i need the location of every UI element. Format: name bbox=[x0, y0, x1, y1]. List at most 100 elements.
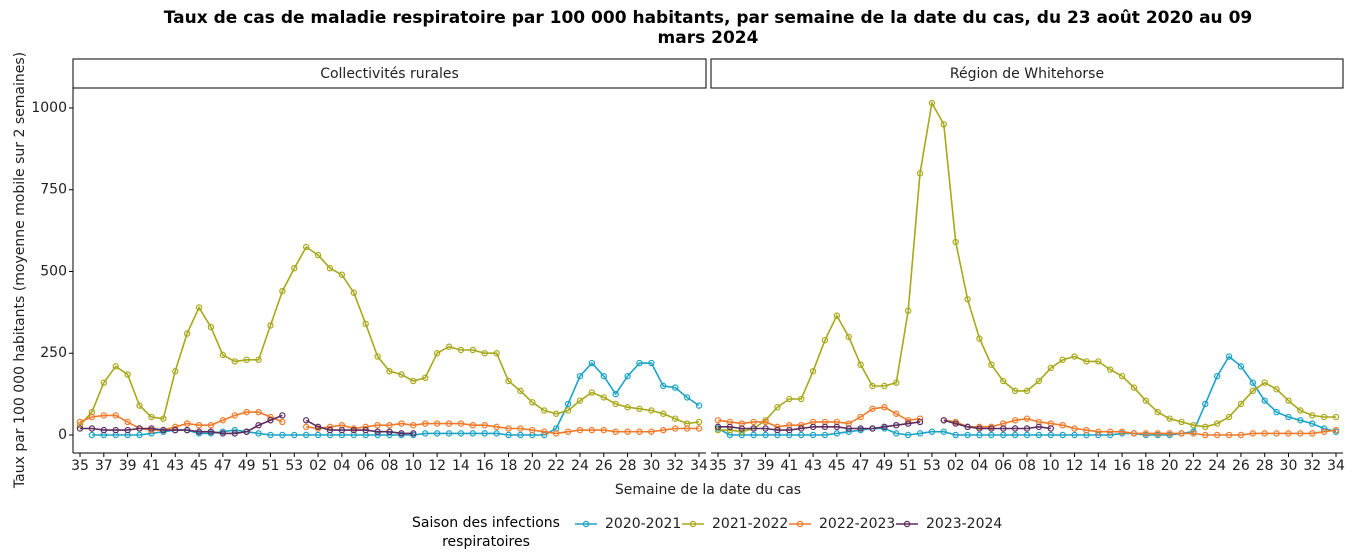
point bbox=[219, 430, 227, 437]
x-tick-label: 32 bbox=[666, 458, 684, 474]
point bbox=[338, 426, 346, 434]
point bbox=[1166, 415, 1173, 422]
x-tick-label: 51 bbox=[262, 458, 280, 474]
point bbox=[398, 430, 405, 437]
point bbox=[660, 382, 667, 390]
point bbox=[1095, 428, 1102, 435]
point bbox=[976, 335, 983, 342]
point bbox=[1249, 430, 1257, 437]
point bbox=[505, 425, 512, 432]
point bbox=[916, 430, 924, 437]
x-tick-label: 04 bbox=[971, 458, 989, 474]
point bbox=[893, 430, 900, 437]
point bbox=[255, 430, 262, 437]
point bbox=[1261, 430, 1268, 437]
point bbox=[255, 421, 262, 429]
point bbox=[302, 417, 310, 424]
point bbox=[267, 417, 274, 424]
x-tick-label: 02 bbox=[309, 458, 327, 474]
point bbox=[988, 431, 995, 439]
point bbox=[207, 428, 215, 435]
x-tick-label: 32 bbox=[1303, 458, 1321, 474]
point bbox=[916, 418, 924, 426]
point bbox=[1202, 423, 1209, 431]
x-tick-label: 18 bbox=[500, 458, 518, 474]
point bbox=[136, 431, 143, 439]
point bbox=[904, 431, 912, 439]
point bbox=[1309, 430, 1316, 437]
point bbox=[541, 407, 548, 414]
point bbox=[422, 374, 429, 381]
point bbox=[1047, 364, 1054, 372]
point bbox=[714, 423, 722, 431]
point bbox=[398, 420, 405, 427]
chart-title: Taux de cas de maladie respiratoire par … bbox=[163, 8, 1253, 48]
point bbox=[112, 412, 119, 419]
point bbox=[112, 426, 119, 434]
point bbox=[374, 428, 381, 435]
x-tick-label: 24 bbox=[571, 458, 589, 474]
x-tick-label: 28 bbox=[619, 458, 637, 474]
point bbox=[1249, 379, 1257, 386]
point bbox=[160, 415, 167, 422]
point bbox=[726, 423, 734, 431]
point bbox=[1213, 431, 1221, 439]
x-tick-label: 45 bbox=[190, 458, 208, 474]
point bbox=[576, 372, 584, 380]
point bbox=[433, 430, 441, 437]
series-line bbox=[79, 245, 700, 426]
point bbox=[302, 423, 310, 431]
point bbox=[660, 426, 667, 434]
point bbox=[302, 243, 310, 251]
point bbox=[529, 426, 536, 434]
point bbox=[457, 420, 465, 427]
point bbox=[683, 425, 691, 432]
x-tick-label: 43 bbox=[166, 458, 184, 474]
point bbox=[1011, 417, 1019, 424]
point bbox=[529, 399, 536, 406]
point bbox=[821, 423, 829, 431]
point bbox=[243, 408, 250, 416]
x-tick-label: 37 bbox=[95, 458, 113, 474]
point bbox=[624, 404, 631, 411]
point bbox=[786, 395, 793, 403]
x-tick-label: 08 bbox=[1018, 458, 1036, 474]
point bbox=[1142, 430, 1150, 437]
point bbox=[683, 394, 691, 401]
point bbox=[231, 430, 238, 437]
point bbox=[916, 170, 924, 177]
point bbox=[797, 395, 805, 403]
x-tick-label: 41 bbox=[143, 458, 161, 474]
point bbox=[326, 426, 334, 434]
y-tick-label: 1000 bbox=[31, 100, 67, 116]
x-tick-label: 22 bbox=[1184, 458, 1202, 474]
point bbox=[314, 251, 322, 259]
point bbox=[786, 426, 793, 434]
point bbox=[374, 421, 381, 429]
point bbox=[1035, 377, 1043, 385]
point bbox=[552, 410, 560, 417]
point bbox=[564, 428, 572, 435]
point bbox=[833, 430, 841, 437]
point bbox=[1142, 397, 1150, 404]
point bbox=[762, 431, 769, 439]
point bbox=[195, 304, 203, 311]
point bbox=[1297, 430, 1304, 437]
point bbox=[1011, 425, 1019, 432]
point bbox=[952, 420, 959, 427]
point bbox=[964, 296, 971, 303]
point bbox=[1190, 430, 1197, 437]
point bbox=[988, 361, 995, 368]
point bbox=[1047, 425, 1054, 432]
y-tick-label: 750 bbox=[40, 182, 67, 198]
point bbox=[1297, 407, 1304, 414]
legend-swatch-marker bbox=[903, 520, 911, 528]
point bbox=[255, 356, 262, 363]
point bbox=[338, 271, 346, 278]
x-tick-label: 30 bbox=[642, 458, 660, 474]
point bbox=[493, 430, 500, 437]
point bbox=[314, 423, 322, 431]
point bbox=[671, 425, 679, 432]
point bbox=[762, 418, 769, 426]
x-tick-label: 28 bbox=[1256, 458, 1274, 474]
